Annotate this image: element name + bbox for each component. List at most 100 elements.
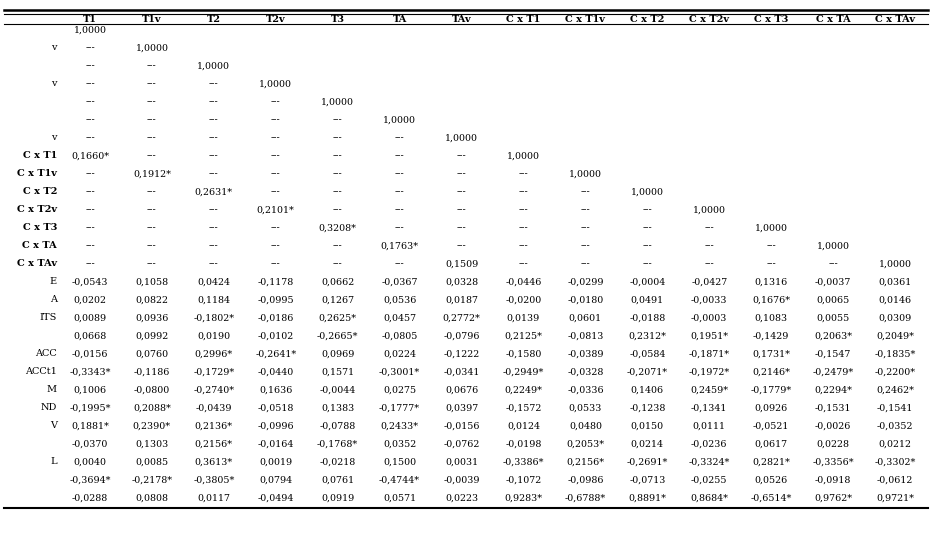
Text: ---: --- (457, 242, 467, 251)
Text: -0,0389: -0,0389 (567, 350, 604, 358)
Text: -0,0288: -0,0288 (72, 493, 108, 502)
Text: -0,0367: -0,0367 (381, 278, 418, 287)
Text: 0,0822: 0,0822 (136, 295, 168, 305)
Text: ---: --- (147, 116, 157, 124)
Text: 1,0000: 1,0000 (73, 25, 106, 34)
Text: T2v: T2v (266, 15, 286, 24)
Text: -0,2691*: -0,2691* (627, 457, 668, 466)
Text: 0,0536: 0,0536 (383, 295, 417, 305)
Text: 1,0000: 1,0000 (507, 152, 540, 160)
Text: ---: --- (519, 188, 528, 196)
Text: 0,2136*: 0,2136* (194, 421, 232, 430)
Text: 0,1636: 0,1636 (259, 386, 292, 394)
Text: ---: --- (147, 259, 157, 268)
Text: ---: --- (85, 97, 95, 107)
Text: -0,0805: -0,0805 (381, 331, 418, 341)
Text: ---: --- (85, 44, 95, 53)
Text: E: E (50, 278, 57, 287)
Text: C x T1v: C x T1v (565, 15, 605, 24)
Text: -0,1541: -0,1541 (877, 404, 913, 413)
Text: ---: --- (457, 206, 467, 215)
Text: ---: --- (580, 223, 591, 232)
Text: ---: --- (519, 206, 528, 215)
Text: -0,0440: -0,0440 (258, 367, 294, 377)
Text: 0,0085: 0,0085 (136, 457, 168, 466)
Text: 0,1006: 0,1006 (73, 386, 107, 394)
Text: 0,1058: 0,1058 (136, 278, 168, 287)
Text: ---: --- (85, 223, 95, 232)
Text: C x T2: C x T2 (22, 188, 57, 196)
Text: 0,0926: 0,0926 (754, 404, 788, 413)
Text: -0,2479*: -0,2479* (813, 367, 854, 377)
Text: ---: --- (643, 259, 652, 268)
Text: C x T1: C x T1 (506, 15, 540, 24)
Text: ---: --- (271, 223, 281, 232)
Text: 0,2294*: 0,2294* (814, 386, 852, 394)
Text: 0,1184: 0,1184 (197, 295, 231, 305)
Text: 0,0992: 0,0992 (135, 331, 168, 341)
Text: 0,1571: 0,1571 (321, 367, 354, 377)
Text: 0,0397: 0,0397 (445, 404, 478, 413)
Text: 0,0190: 0,0190 (197, 331, 231, 341)
Text: 0,0794: 0,0794 (259, 476, 292, 485)
Text: 0,0223: 0,0223 (445, 493, 478, 502)
Text: ---: --- (333, 169, 342, 179)
Text: 1,0000: 1,0000 (569, 169, 602, 179)
Text: ---: --- (85, 259, 95, 268)
Text: -0,0044: -0,0044 (320, 386, 356, 394)
Text: 0,2249*: 0,2249* (504, 386, 542, 394)
Text: ---: --- (704, 242, 714, 251)
Text: C x TAv: C x TAv (17, 259, 57, 268)
Text: 0,0969: 0,0969 (321, 350, 354, 358)
Text: 0,1763*: 0,1763* (380, 242, 419, 251)
Text: 0,1509: 0,1509 (445, 259, 478, 268)
Text: 0,1881*: 0,1881* (71, 421, 109, 430)
Text: 0,9721*: 0,9721* (876, 493, 914, 502)
Text: 0,0146: 0,0146 (879, 295, 911, 305)
Text: ---: --- (147, 80, 157, 88)
Text: 0,0361: 0,0361 (879, 278, 911, 287)
Text: TA: TA (392, 15, 406, 24)
Text: 1,0000: 1,0000 (136, 44, 168, 53)
Text: ---: --- (147, 206, 157, 215)
Text: 0,2088*: 0,2088* (133, 404, 171, 413)
Text: T1v: T1v (142, 15, 162, 24)
Text: 0,0019: 0,0019 (259, 457, 292, 466)
Text: ---: --- (271, 259, 281, 268)
Text: ---: --- (209, 116, 219, 124)
Text: -0,0186: -0,0186 (258, 314, 294, 322)
Text: -0,0788: -0,0788 (320, 421, 356, 430)
Text: ---: --- (643, 206, 652, 215)
Text: 0,0808: 0,0808 (136, 493, 168, 502)
Text: 0,0919: 0,0919 (321, 493, 354, 502)
Text: 0,2390*: 0,2390* (133, 421, 171, 430)
Text: -0,1341: -0,1341 (691, 404, 727, 413)
Text: 0,1083: 0,1083 (754, 314, 788, 322)
Text: -0,0164: -0,0164 (258, 440, 294, 449)
Text: 0,0480: 0,0480 (569, 421, 602, 430)
Text: C x T1v: C x T1v (17, 169, 57, 179)
Text: 0,0352: 0,0352 (383, 440, 417, 449)
Text: ---: --- (457, 223, 467, 232)
Text: -0,0200: -0,0200 (505, 295, 541, 305)
Text: 0,2625*: 0,2625* (319, 314, 357, 322)
Text: ---: --- (271, 97, 281, 107)
Text: 0,0491: 0,0491 (631, 295, 664, 305)
Text: 0,2821*: 0,2821* (752, 457, 790, 466)
Text: 0,0214: 0,0214 (631, 440, 664, 449)
Text: ---: --- (580, 188, 591, 196)
Text: -0,1429: -0,1429 (753, 331, 790, 341)
Text: 0,2312*: 0,2312* (629, 331, 666, 341)
Text: C x T3: C x T3 (754, 15, 789, 24)
Text: ---: --- (519, 223, 528, 232)
Text: ---: --- (209, 206, 219, 215)
Text: 1,0000: 1,0000 (879, 259, 911, 268)
Text: 0,0601: 0,0601 (569, 314, 602, 322)
Text: 0,0031: 0,0031 (445, 457, 478, 466)
Text: 0,0571: 0,0571 (383, 493, 416, 502)
Text: -0,0986: -0,0986 (567, 476, 604, 485)
Text: ---: --- (271, 152, 281, 160)
Text: ---: --- (147, 61, 157, 70)
Text: v: v (51, 133, 57, 143)
Text: 0,1406: 0,1406 (631, 386, 664, 394)
